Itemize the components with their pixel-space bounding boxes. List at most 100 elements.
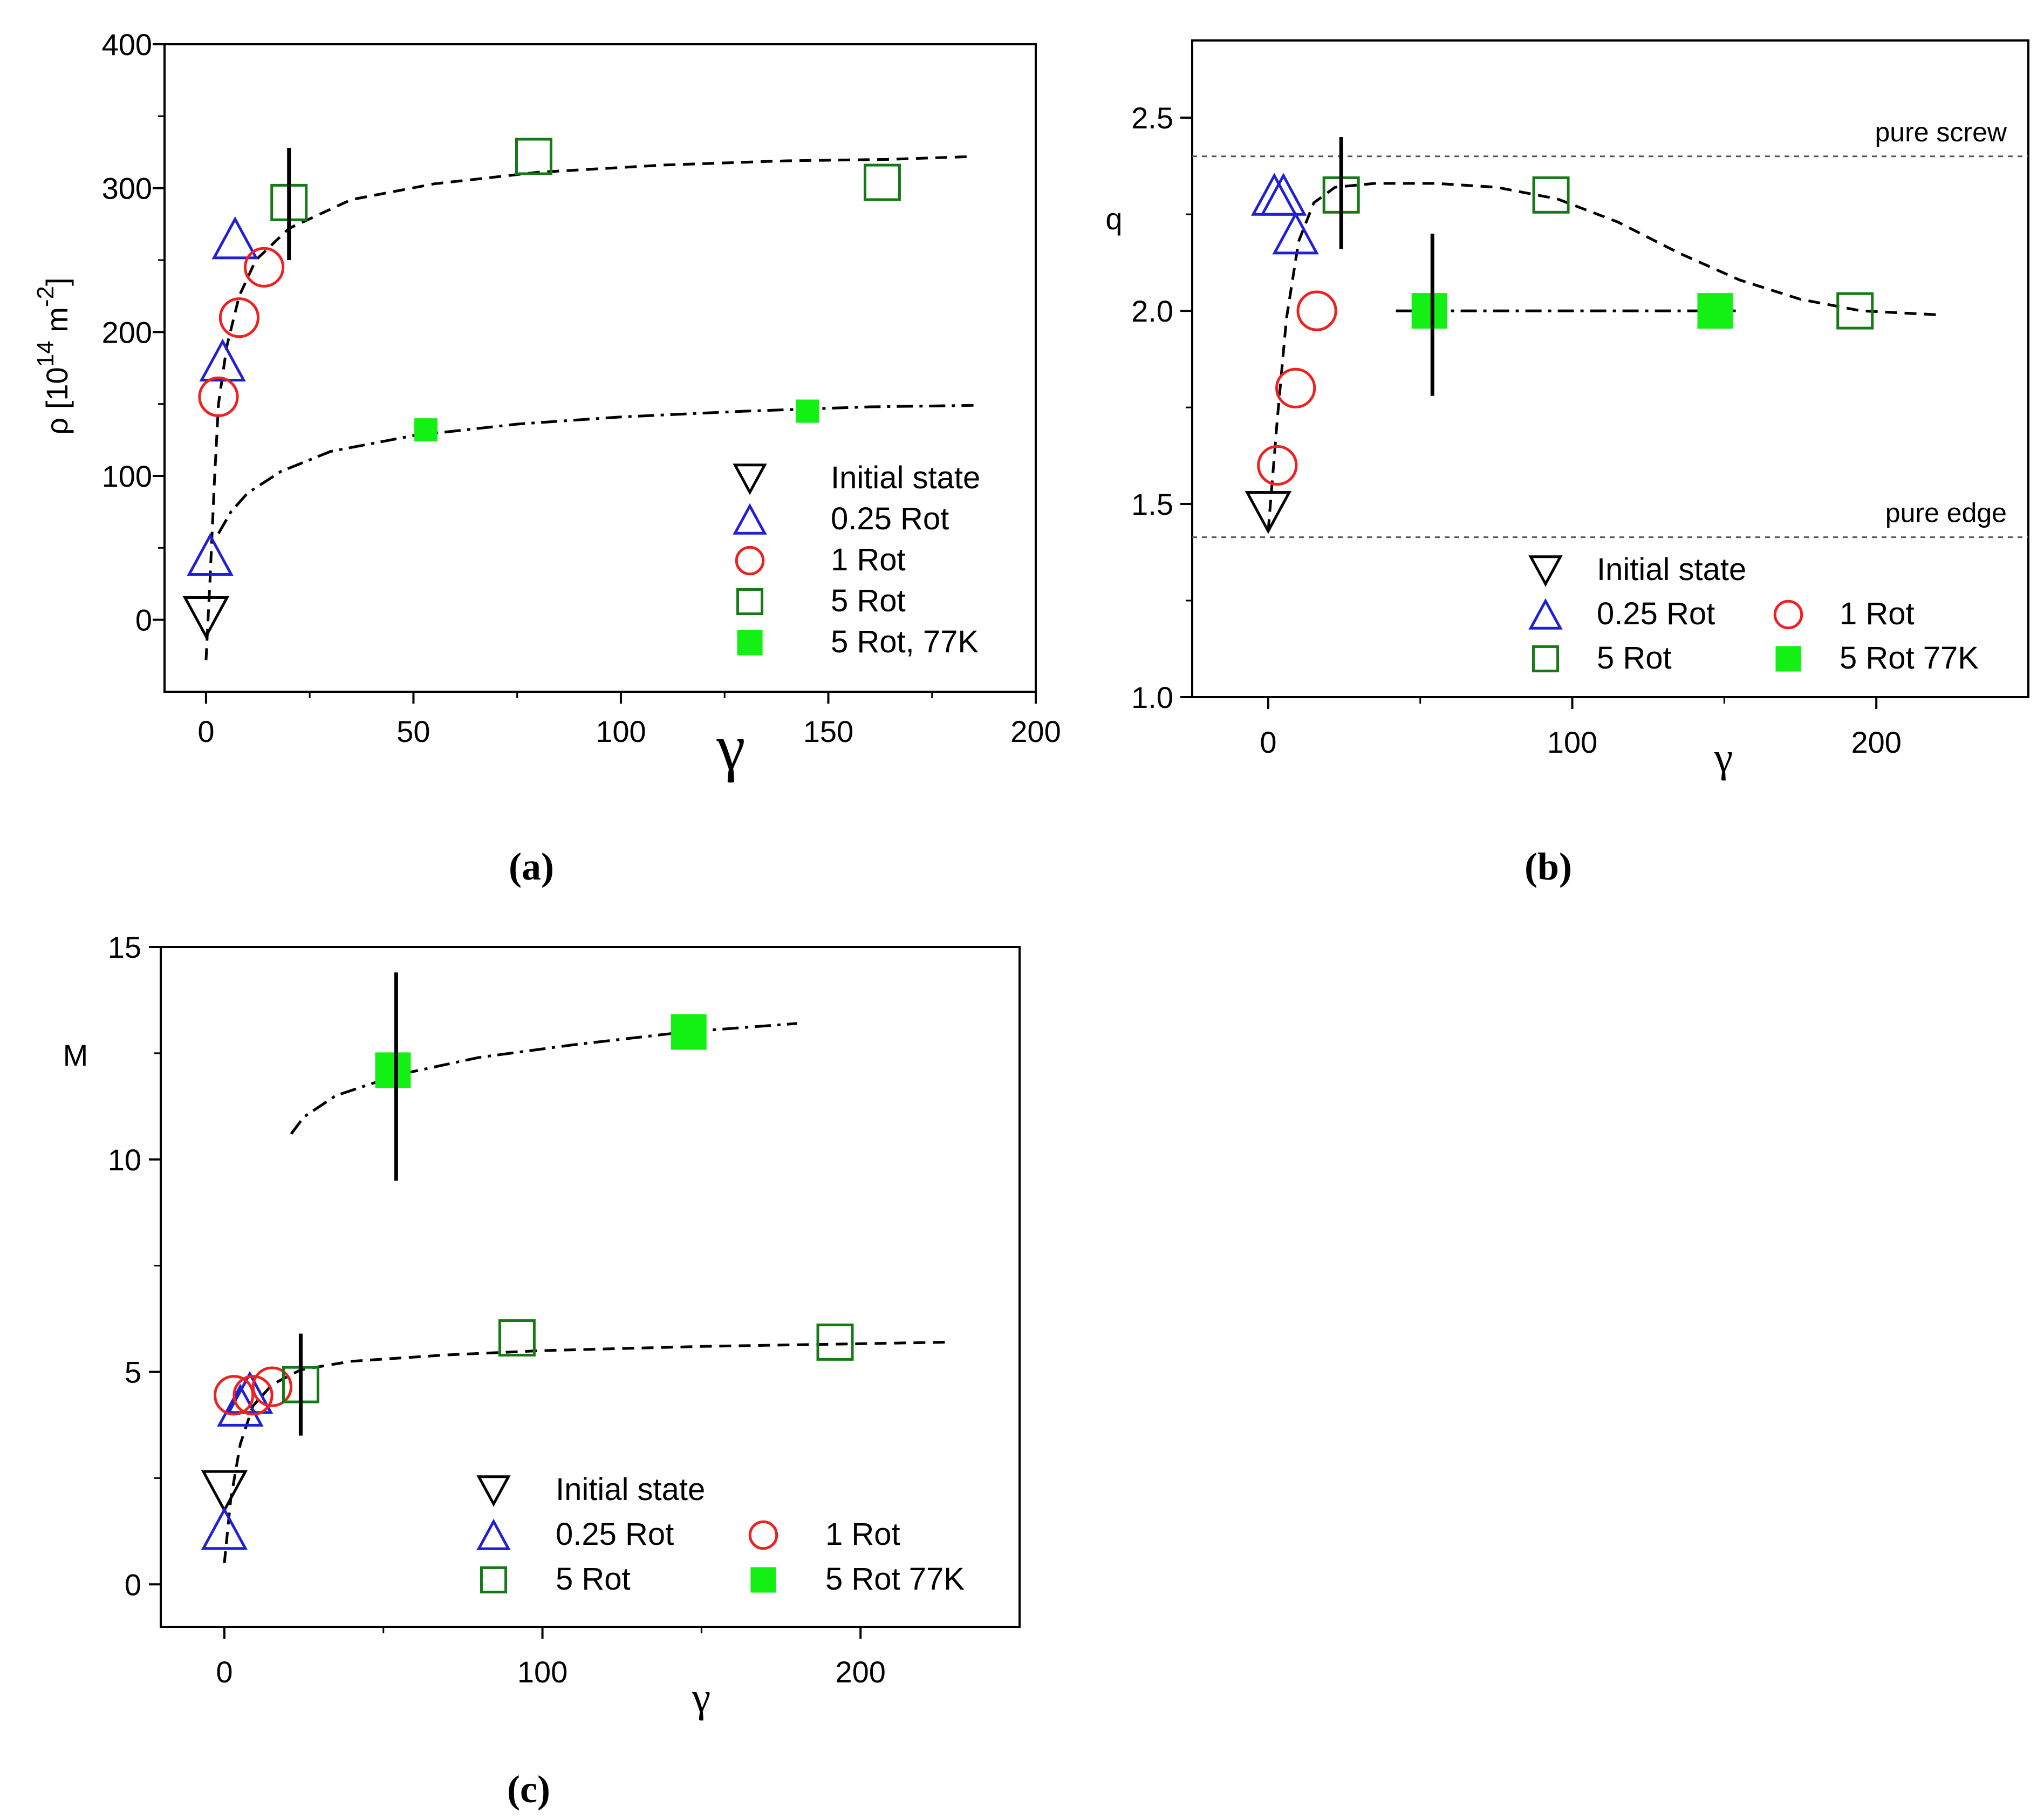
- series-rot5: [1322, 176, 1874, 330]
- data-point-rot1: [198, 376, 239, 417]
- data-point-rot5: [863, 163, 901, 201]
- legend-label-rot025: 0.25 Rot: [831, 501, 949, 536]
- data-point-rot1: [1296, 290, 1337, 331]
- data-point-rot025: [211, 216, 258, 260]
- panel-label: (c): [507, 1768, 550, 1811]
- data-point-rot5: [1532, 176, 1570, 214]
- legend-label-rot1: 1 Rot: [1840, 596, 1915, 631]
- legend-marker-rot025: [733, 503, 767, 535]
- x-tick-label: 150: [803, 714, 853, 748]
- y-tick-label: 400: [102, 28, 152, 62]
- panel-label: (b): [1525, 845, 1572, 888]
- data-point-initial: [1245, 490, 1292, 534]
- legend-label-rot025: 0.25 Rot: [556, 1517, 674, 1552]
- legend-marker-rot5_77k: [750, 1567, 776, 1593]
- legend-label-initial: Initial state: [1597, 552, 1746, 587]
- y-axis-label-part: m: [40, 307, 74, 340]
- fit-line-dashdot: [290, 1022, 797, 1135]
- reference-line-label: pure edge: [1885, 498, 2007, 528]
- x-tick-label: 0: [197, 714, 214, 748]
- legend-label-initial: Initial state: [556, 1472, 705, 1507]
- data-point-rot025: [226, 1371, 274, 1414]
- legend-marker-rot1: [748, 1520, 778, 1550]
- legend: Initial state 0.25 Rot 1 Rot 5 Rot 5 Rot 77K: [1528, 552, 1979, 676]
- data-point-rot1: [218, 297, 260, 338]
- data-point-rot5: [1836, 292, 1874, 330]
- legend-marker-initial: [1528, 555, 1563, 587]
- y-tick-label: 300: [102, 172, 152, 206]
- y-axis-label-part: -2: [32, 286, 59, 307]
- legend-label-rot5_77k: 5 Rot 77K: [825, 1562, 965, 1597]
- data-point-rot1: [1275, 367, 1316, 408]
- legend-label-rot5: 5 Rot: [556, 1562, 631, 1597]
- data-point-rot1: [251, 1366, 292, 1407]
- y-tick-label: 15: [108, 930, 141, 964]
- legend-marker-initial: [476, 1475, 511, 1507]
- legend-label-rot1: 1 Rot: [825, 1517, 900, 1552]
- data-point-rot5_77k: [1697, 293, 1733, 329]
- y-tick-label: 10: [108, 1143, 141, 1177]
- legend-label-rot5_77k: 5 Rot, 77K: [831, 624, 979, 659]
- legend-label-rot5: 5 Rot: [831, 583, 906, 618]
- data-point-rot5_77k: [796, 399, 819, 423]
- data-point-rot1: [233, 1375, 274, 1416]
- y-tick-label: 1.0: [1131, 680, 1173, 714]
- plot-frame: [160, 946, 1021, 1628]
- data-point-rot025: [1260, 173, 1307, 216]
- x-tick-label: 200: [1851, 725, 1901, 759]
- x-tick-label: 0: [1260, 725, 1276, 759]
- legend-label-initial: Initial state: [831, 460, 980, 495]
- x-tick-label: 100: [517, 1655, 568, 1689]
- legend-label-rot1: 1 Rot: [831, 542, 906, 577]
- data-point-rot1: [1257, 445, 1298, 486]
- legend: Initial state 0.25 Rot 1 Rot 5 Rot 5 Rot, 77…: [733, 460, 980, 659]
- x-tick-label: 100: [1547, 725, 1597, 759]
- y-axis-label: ρ [1014 m-2]: [32, 277, 74, 434]
- y-axis-label-part: 14: [32, 340, 59, 367]
- series-rot5_77k: [1411, 293, 1733, 329]
- series-initial: [182, 596, 230, 639]
- data-point-initial: [182, 596, 230, 639]
- legend-marker-rot5: [1532, 645, 1560, 673]
- series-rot5: [282, 1319, 854, 1403]
- fit-line-dashdot: [217, 404, 974, 534]
- legend-marker-initial: [733, 463, 767, 495]
- panel-label: (a): [509, 845, 554, 888]
- x-axis-label: γ: [716, 711, 745, 783]
- series-rot025: [187, 216, 258, 576]
- series-rot025: [1250, 173, 1319, 255]
- x-axis-label: γ: [692, 1674, 710, 1721]
- legend-label-rot025: 0.25 Rot: [1597, 596, 1715, 631]
- series-rot5: [270, 138, 901, 221]
- data-point-rot025: [1272, 211, 1319, 255]
- y-tick-label: 200: [102, 315, 152, 349]
- plot-frame: [1191, 39, 2029, 698]
- fit-line-dashed: [223, 1340, 950, 1564]
- legend-label-rot5: 5 Rot: [1597, 640, 1672, 676]
- series-rot5_77k: [414, 399, 819, 442]
- series-initial: [201, 1470, 248, 1514]
- series-rot1: [214, 1366, 292, 1416]
- y-tick-label: 100: [102, 459, 152, 493]
- x-axis-label: γ: [1714, 734, 1733, 781]
- legend-label-rot5_77k: 5 Rot 77K: [1840, 640, 1979, 676]
- chart-panel-b: 0 100 200 1.0 1.5 2.0 2.5 γ q (b) pure screw pure e…: [1105, 39, 2029, 888]
- fit-line-dashed: [1267, 182, 1938, 531]
- plot-frame: [163, 43, 1037, 693]
- chart-panel-a: 0 50 100 150 200 0 100 200 300 400 γ ρ [1014 m-2] (a…: [32, 28, 1061, 888]
- data-point-rot1: [243, 247, 285, 288]
- data-point-rot5_77k: [1411, 293, 1447, 329]
- y-tick-label: 0: [125, 1567, 141, 1601]
- legend-marker-rot025: [476, 1518, 511, 1550]
- legend-marker-rot5: [480, 1566, 508, 1594]
- series-rot1: [1257, 290, 1337, 486]
- legend-marker-rot5_77k: [1775, 646, 1801, 672]
- legend-marker-rot5: [736, 588, 764, 616]
- legend-marker-rot025: [1528, 598, 1563, 630]
- data-point-rot5: [816, 1323, 854, 1361]
- y-tick-label: 0: [135, 603, 152, 637]
- y-tick-label: 2.0: [1131, 294, 1173, 328]
- series-initial: [1245, 490, 1292, 534]
- x-tick-label: 200: [1010, 714, 1061, 748]
